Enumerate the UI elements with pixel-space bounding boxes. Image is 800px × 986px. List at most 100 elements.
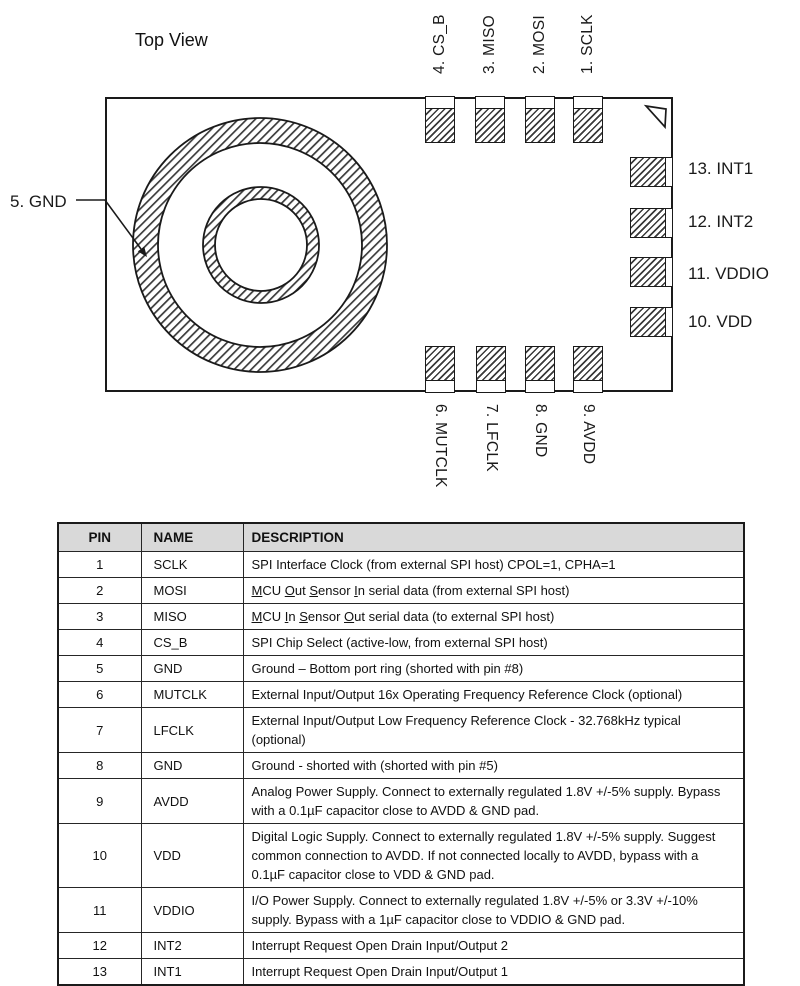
pad-int2	[630, 208, 673, 238]
pin-label-cs-b: 4. CS_B	[431, 14, 448, 74]
pin-number-cell: 6	[57, 681, 142, 708]
description-segment: Analog Power Supply. Connect to external…	[251, 784, 721, 818]
pad-sclk	[573, 96, 603, 143]
pad-int1	[630, 157, 673, 187]
pad-lfclk	[476, 346, 506, 393]
description-segment: Interrupt Request Open Drain Input/Outpu…	[251, 938, 509, 953]
pin-name-cell: LFCLK	[140, 707, 244, 753]
pin-description-cell: MCU In Sensor Out serial data (to extern…	[242, 603, 745, 630]
pin-number-cell: 2	[57, 577, 142, 604]
pin-description-cell: Ground – Bottom port ring (shorted with …	[242, 655, 745, 682]
table-row: 10 VDD Digital Logic Supply. Connect to ex…	[57, 823, 745, 888]
table-row: 6 MUTCLK External Input/Output 16x Operati…	[57, 681, 745, 708]
pad-hatch	[631, 209, 666, 237]
pad-hatch	[526, 347, 554, 381]
description-segment: M	[251, 609, 263, 624]
pin-name-cell: MISO	[140, 603, 244, 630]
header-pin: PIN	[57, 522, 142, 552]
table-row: 5 GND Ground – Bottom port ring (shorted w…	[57, 655, 745, 682]
table-header-row: PIN NAME DESCRIPTION	[57, 522, 745, 552]
pin-number-cell: 8	[57, 752, 142, 779]
pin-description-cell: SPI Interface Clock (from external SPI h…	[242, 551, 745, 578]
description-segment: n serial data (from external SPI host)	[357, 583, 570, 598]
pad-miso	[475, 96, 505, 143]
description-segment: External Input/Output Low Frequency Refe…	[251, 713, 681, 747]
pin-name-cell: GND	[140, 752, 244, 779]
pin-label-mosi: 2. MOSI	[531, 15, 548, 74]
description-segment: ensor	[318, 583, 355, 598]
description-segment: ut serial data (to external SPI host)	[354, 609, 555, 624]
pin-name-cell: GND	[140, 655, 244, 682]
pad-hatch	[477, 347, 505, 381]
pin-number-cell: 7	[57, 707, 142, 753]
description-segment: CU	[262, 583, 285, 598]
pin-label-int1: 13. INT1	[688, 159, 754, 178]
pad-mosi	[525, 96, 555, 143]
pin-label-vdd: 10. VDD	[688, 312, 753, 331]
pin-label-avdd: 9. AVDD	[580, 404, 597, 465]
pin-name-cell: MUTCLK	[140, 681, 244, 708]
pin-table-body: 1 SCLK SPI Interface Clock (from external …	[57, 551, 745, 986]
pad-hatch	[631, 158, 666, 186]
table-row: 12 INT2 Interrupt Request Open Drain Input…	[57, 932, 745, 959]
pin-table: PIN NAME DESCRIPTION 1 SCLK SPI Interface …	[57, 522, 745, 986]
description-segment: External Input/Output 16x Operating Freq…	[251, 687, 683, 702]
pin-number-cell: 11	[57, 887, 142, 933]
description-segment: O	[344, 609, 355, 624]
table-row: 11 VDDIO I/O Power Supply. Connect to exte…	[57, 887, 745, 933]
table-row: 7 LFCLK External Input/Output Low Frequenc…	[57, 707, 745, 753]
pin-label-vddio: 11. VDDIO	[688, 264, 769, 283]
pad-hatch	[631, 258, 666, 286]
pad-mutclk	[425, 346, 455, 393]
description-segment: ensor	[307, 609, 345, 624]
table-row: 4 CS_B SPI Chip Select (active-low, from e…	[57, 629, 745, 656]
pad-hatch	[426, 347, 454, 381]
pin-label-miso: 3. MISO	[481, 15, 498, 74]
pin-number-cell: 4	[57, 629, 142, 656]
description-segment: M	[251, 583, 263, 598]
pin-name-cell: AVDD	[140, 778, 244, 824]
pad-avdd	[573, 346, 603, 393]
pad-hatch	[526, 108, 554, 142]
pin-number-cell: 3	[57, 603, 142, 630]
pad-hatch	[574, 108, 602, 142]
description-segment: S	[299, 609, 308, 624]
description-segment: Interrupt Request Open Drain Input/Outpu…	[251, 964, 509, 979]
pin-number-cell: 9	[57, 778, 142, 824]
description-segment: I/O Power Supply. Connect to externally …	[251, 893, 698, 927]
pad-vdd	[630, 307, 673, 337]
header-description: DESCRIPTION	[242, 522, 745, 552]
pad-hatch	[631, 308, 666, 336]
table-row: 1 SCLK SPI Interface Clock (from external …	[57, 551, 745, 578]
description-segment: I	[284, 609, 289, 624]
description-segment: Digital Logic Supply. Connect to externa…	[251, 829, 716, 882]
description-segment: CU	[262, 609, 285, 624]
pin-number-cell: 5	[57, 655, 142, 682]
description-segment: Ground – Bottom port ring (shorted with …	[251, 661, 524, 676]
pin-label-gnd5: 5. GND	[10, 192, 67, 211]
pin-name-cell: CS_B	[140, 629, 244, 656]
pad-hatch	[426, 108, 454, 142]
pin-label-gnd8: 8. GND	[532, 404, 549, 458]
table-row: 3 MISO MCU In Sensor Out serial data (to e…	[57, 603, 745, 630]
pin-name-cell: VDD	[140, 823, 244, 888]
pin-name-cell: VDDIO	[140, 887, 244, 933]
pin-number-cell: 12	[57, 932, 142, 959]
pin-description-cell: Ground - shorted with (shorted with pin …	[242, 752, 745, 779]
pin-description-cell: Digital Logic Supply. Connect to externa…	[242, 823, 745, 888]
pin-label-mutclk: 6. MUTCLK	[432, 404, 449, 488]
table-row: 13 INT1 Interrupt Request Open Drain Input…	[57, 958, 745, 986]
pin-number-cell: 1	[57, 551, 142, 578]
description-segment: I	[354, 583, 358, 598]
table-row: 9 AVDD Analog Power Supply. Connect to ext…	[57, 778, 745, 824]
description-segment: SPI Interface Clock (from external SPI h…	[251, 557, 616, 572]
pin-description-cell: Interrupt Request Open Drain Input/Outpu…	[242, 932, 745, 959]
pin-name-cell: MOSI	[140, 577, 244, 604]
pin-label-sclk: 1. SCLK	[579, 14, 596, 74]
pin-name-cell: INT1	[140, 958, 244, 986]
pad-hatch	[574, 347, 602, 381]
pin-description-cell: I/O Power Supply. Connect to externally …	[242, 887, 745, 933]
pad-hatch	[476, 108, 504, 142]
pin-description-cell: MCU Out Sensor In serial data (from exte…	[242, 577, 745, 604]
header-name: NAME	[140, 522, 244, 552]
